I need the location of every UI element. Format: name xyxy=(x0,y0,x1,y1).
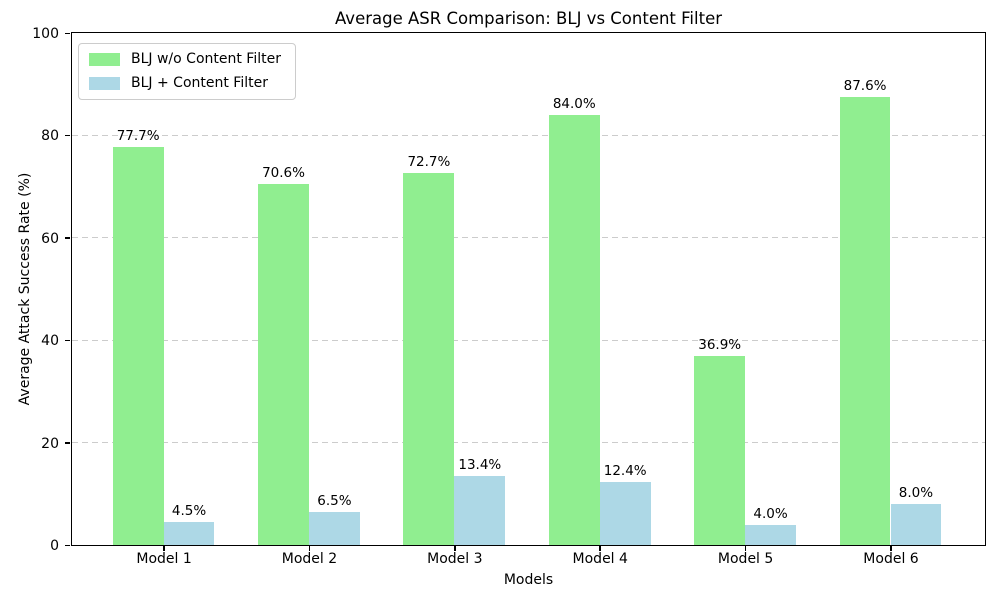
bar-model-6-series-1 xyxy=(839,96,891,545)
bar-model-3-series-2 xyxy=(454,476,506,545)
x-tick-mark-model-2 xyxy=(308,546,311,551)
bar-value-label-model-6-series-1: 87.6% xyxy=(843,77,887,94)
bar-value-label-model-5-series-1: 36.9% xyxy=(698,337,742,354)
bar-model-2-series-1 xyxy=(258,183,309,545)
y-tick-mark-60 xyxy=(65,237,70,239)
y-tick-mark-80 xyxy=(65,134,70,137)
legend-entry-blj-wo-content-filter: BLJ w/o Content Filter xyxy=(89,51,281,67)
x-tick-mark-model-3 xyxy=(454,546,456,551)
gridline-y-20 xyxy=(72,442,985,444)
y-tick-mark-0 xyxy=(65,544,70,546)
bar-model-4-series-1 xyxy=(548,114,600,545)
bar-model-6-series-2 xyxy=(890,504,942,545)
bar-value-label-model-2-series-1: 70.6% xyxy=(262,164,305,181)
bar-model-1-series-1 xyxy=(112,147,164,545)
plot-area: 77.7% 4.5% 70.6% 6.5% 72.7% 13.4% 84.0% 12.4% 36… xyxy=(71,32,986,546)
legend-label-blj-content-filter: BLJ + Content Filter xyxy=(131,75,268,91)
x-tick-label-model-4: Model 4 xyxy=(572,551,628,567)
y-tick-mark-20 xyxy=(65,442,70,444)
y-tick-label-100: 100 xyxy=(32,26,59,42)
x-tick-label-model-3: Model 3 xyxy=(427,551,483,567)
y-tick-label-40: 40 xyxy=(41,333,59,350)
x-tick-mark-model-1 xyxy=(163,546,165,551)
bar-value-label-model-5-series-2: 4.0% xyxy=(753,505,788,522)
legend-swatch-blj-content-filter xyxy=(89,76,120,90)
x-tick-label-model-1: Model 1 xyxy=(136,551,192,567)
bar-model-2-series-2 xyxy=(308,511,360,545)
legend-swatch-blj-wo-content-filter xyxy=(89,52,120,66)
chart-title: Average ASR Comparison: BLJ vs Content F… xyxy=(334,9,723,28)
y-tick-mark-40 xyxy=(65,339,70,342)
bar-model-4-series-2 xyxy=(599,481,651,545)
bar-model-3-series-1 xyxy=(403,172,455,545)
x-axis-label: Models xyxy=(503,572,554,588)
bar-value-label-model-1-series-2: 4.5% xyxy=(171,502,207,519)
bar-value-label-model-3-series-2: 13.4% xyxy=(458,457,502,474)
gridline-y-40 xyxy=(72,339,985,341)
legend: BLJ w/o Content Filter BLJ + Content Fil… xyxy=(78,43,296,100)
y-tick-label-60: 60 xyxy=(41,230,59,247)
x-tick-label-model-2: Model 2 xyxy=(281,551,338,567)
gridlines-layer xyxy=(72,33,985,545)
y-tick-mark-100 xyxy=(65,32,70,34)
bar-value-label-model-1-series-1: 77.7% xyxy=(116,128,160,145)
bars-layer: 77.7% 4.5% 70.6% 6.5% 72.7% 13.4% 84.0% 12.4% 36… xyxy=(72,33,985,545)
x-tick-mark-model-6 xyxy=(890,546,892,551)
gridline-y-60 xyxy=(72,237,985,239)
bar-value-label-model-4-series-2: 12.4% xyxy=(603,462,647,479)
x-tick-mark-model-5 xyxy=(744,546,747,551)
bar-model-1-series-2 xyxy=(163,521,215,545)
bar-value-label-model-4-series-1: 84.0% xyxy=(552,95,596,112)
x-tick-label-model-5: Model 5 xyxy=(717,551,774,567)
bar-value-label-model-2-series-2: 6.5% xyxy=(317,492,352,509)
bar-model-5-series-2 xyxy=(745,524,796,545)
y-tick-label-80: 80 xyxy=(41,128,59,145)
y-tick-label-20: 20 xyxy=(41,435,59,452)
bar-value-label-model-3-series-1: 72.7% xyxy=(407,153,451,170)
legend-label-blj-wo-content-filter: BLJ w/o Content Filter xyxy=(131,51,281,67)
y-axis-label: Average Attack Success Rate (%) xyxy=(17,172,33,406)
bar-value-label-model-6-series-2: 8.0% xyxy=(898,485,934,502)
y-tick-label-0: 0 xyxy=(50,538,59,554)
legend-entry-blj-content-filter: BLJ + Content Filter xyxy=(89,75,281,91)
x-tick-label-model-6: Model 6 xyxy=(863,551,919,567)
gridline-y-80 xyxy=(72,134,985,136)
x-tick-mark-model-4 xyxy=(599,546,601,551)
bar-model-5-series-1 xyxy=(694,356,746,545)
